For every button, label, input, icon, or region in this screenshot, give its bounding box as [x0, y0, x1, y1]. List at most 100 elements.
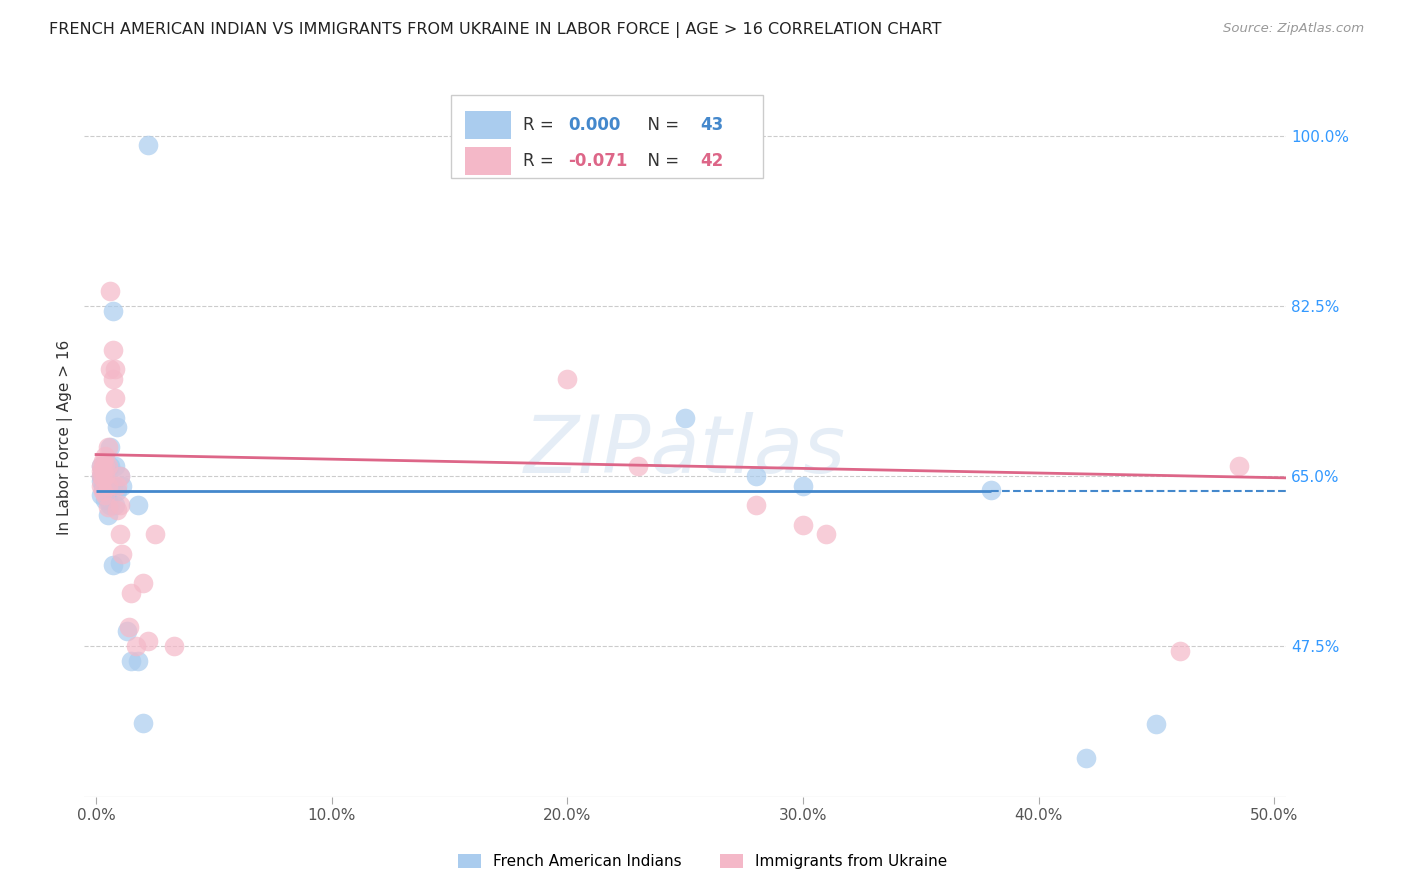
Point [91, 464, 114, 478]
Point [90, 469, 112, 483]
Point [111, 478, 134, 492]
Text: 43: 43 [700, 116, 724, 134]
Point [97, 478, 120, 492]
Point [125, 639, 148, 653]
Point [97, 440, 120, 454]
Point [90, 469, 112, 483]
Point [105, 483, 128, 498]
Point [94, 459, 117, 474]
Point [105, 420, 128, 434]
Point [792, 478, 814, 492]
Point [91, 478, 114, 492]
Point [132, 715, 155, 730]
Point [136, 138, 159, 153]
Point [90, 478, 112, 492]
Point [104, 362, 127, 376]
Point [108, 469, 131, 483]
Point [980, 483, 1002, 497]
Point [91, 469, 114, 483]
Text: ZIPatlas: ZIPatlas [524, 412, 846, 491]
Point [1227, 459, 1250, 474]
Point [555, 372, 578, 386]
Point [105, 478, 128, 492]
Point [127, 654, 149, 668]
Point [108, 557, 131, 571]
Point [98, 362, 121, 376]
Point [111, 547, 134, 561]
Point [98, 498, 121, 512]
Point [98, 459, 121, 474]
Point [120, 585, 142, 599]
Text: N =: N = [637, 152, 685, 169]
Point [104, 391, 127, 405]
Text: 0.000: 0.000 [568, 116, 621, 134]
Point [745, 469, 768, 483]
Point [94, 471, 117, 485]
Point [101, 372, 124, 386]
Point [120, 654, 142, 668]
Point [90, 459, 112, 474]
Point [94, 469, 117, 483]
Point [118, 619, 141, 633]
Point [815, 527, 838, 541]
Point [105, 503, 128, 517]
Y-axis label: In Labor Force | Age > 16: In Labor Force | Age > 16 [58, 340, 73, 534]
Point [1168, 644, 1191, 658]
Point [627, 459, 650, 474]
Point [97, 476, 120, 491]
Point [108, 469, 131, 483]
Text: FRENCH AMERICAN INDIAN VS IMMIGRANTS FROM UKRAINE IN LABOR FORCE | AGE > 16 CORR: FRENCH AMERICAN INDIAN VS IMMIGRANTS FRO… [49, 22, 942, 38]
Point [97, 500, 120, 514]
Text: N =: N = [637, 116, 685, 134]
Point [91, 471, 114, 485]
Point [97, 493, 120, 508]
Point [101, 303, 124, 318]
Point [136, 634, 159, 648]
FancyBboxPatch shape [451, 95, 763, 178]
Text: R =: R = [523, 116, 560, 134]
Point [94, 459, 117, 474]
Point [792, 517, 814, 532]
Point [91, 461, 114, 475]
Point [101, 343, 124, 357]
Point [104, 459, 127, 474]
Point [94, 488, 117, 502]
Text: 42: 42 [700, 152, 724, 169]
Point [94, 450, 117, 464]
FancyBboxPatch shape [465, 112, 510, 138]
Text: -0.071: -0.071 [568, 152, 628, 169]
Point [97, 459, 120, 474]
Point [98, 285, 121, 299]
Point [94, 483, 117, 498]
Point [673, 410, 696, 425]
Point [98, 478, 121, 492]
Point [97, 508, 120, 522]
Point [745, 498, 768, 512]
Text: Source: ZipAtlas.com: Source: ZipAtlas.com [1223, 22, 1364, 36]
Point [104, 498, 127, 512]
Point [97, 461, 120, 475]
FancyBboxPatch shape [465, 147, 510, 175]
Legend: French American Indians, Immigrants from Ukraine: French American Indians, Immigrants from… [453, 848, 953, 875]
Point [91, 454, 114, 468]
Point [108, 498, 131, 512]
Point [115, 624, 138, 639]
Point [90, 464, 112, 478]
Point [104, 410, 127, 425]
Point [90, 488, 112, 502]
Point [98, 440, 121, 454]
Point [90, 459, 112, 474]
Point [132, 575, 155, 590]
Point [108, 527, 131, 541]
Point [127, 498, 149, 512]
Point [163, 639, 186, 653]
Point [101, 558, 124, 573]
Point [101, 478, 124, 492]
Point [143, 527, 166, 541]
Point [1144, 716, 1167, 731]
Text: R =: R = [523, 152, 560, 169]
Point [91, 483, 114, 498]
Point [91, 481, 114, 495]
Point [94, 493, 117, 508]
Point [1074, 751, 1097, 765]
